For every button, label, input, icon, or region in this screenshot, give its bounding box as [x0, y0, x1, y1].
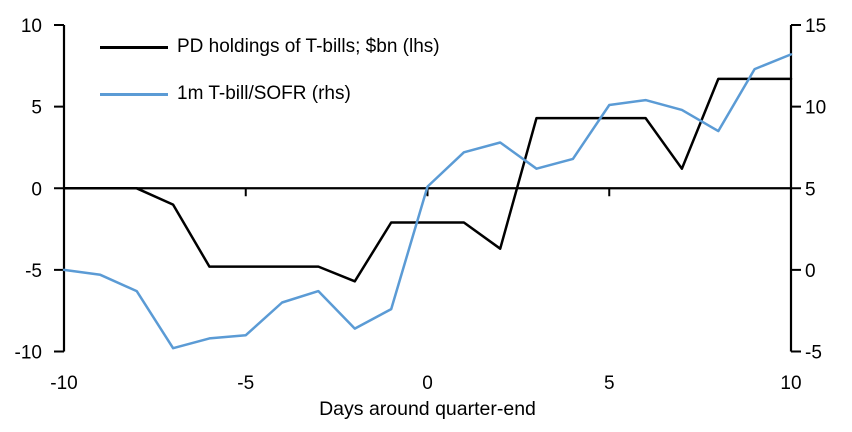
right-axis-tick-label: 15 — [805, 16, 826, 37]
right-axis-tick-label: 5 — [805, 179, 816, 200]
legend-item-tbill-sofr: 1m T-bill/SOFR (rhs) — [100, 81, 440, 107]
x-axis-tick-label: 10 — [780, 373, 801, 394]
x-axis-tick-label: 0 — [422, 373, 433, 394]
right-axis-tick-label: 10 — [805, 98, 826, 119]
x-axis-tick-label: -5 — [237, 373, 254, 394]
series-tbill-sofr-line — [62, 53, 793, 350]
series-pd-holdings-line — [62, 77, 793, 283]
blue-line-swatch — [100, 92, 168, 96]
black-line-swatch — [100, 45, 168, 49]
legend-label-tbill-sofr: 1m T-bill/SOFR (rhs) — [177, 83, 351, 104]
x-axis-tick-label: -10 — [50, 373, 77, 394]
left-axis-tick-label: -10 — [15, 343, 42, 364]
right-axis-tick-label: -5 — [805, 343, 822, 364]
left-axis-tick-label: 5 — [31, 98, 42, 119]
x-axis-title: Days around quarter-end — [319, 398, 536, 420]
left-axis-tick-label: 10 — [21, 16, 42, 37]
legend: PD holdings of T-bills; $bn (lhs) 1m T-b… — [100, 34, 440, 128]
right-axis: 15 10 5 0 -5 — [789, 16, 826, 364]
x-axis-labels: -10 -5 0 5 10 — [50, 373, 801, 394]
legend-item-pd-holdings: PD holdings of T-bills; $bn (lhs) — [100, 34, 440, 60]
left-axis: 10 5 0 -5 -10 — [15, 16, 66, 364]
left-axis-tick-label: 0 — [31, 179, 42, 200]
right-axis-tick-label: 0 — [805, 261, 816, 282]
legend-label-pd-holdings: PD holdings of T-bills; $bn (lhs) — [177, 36, 440, 57]
left-axis-tick-label: -5 — [25, 261, 42, 282]
x-axis-tick-label: 5 — [604, 373, 615, 394]
